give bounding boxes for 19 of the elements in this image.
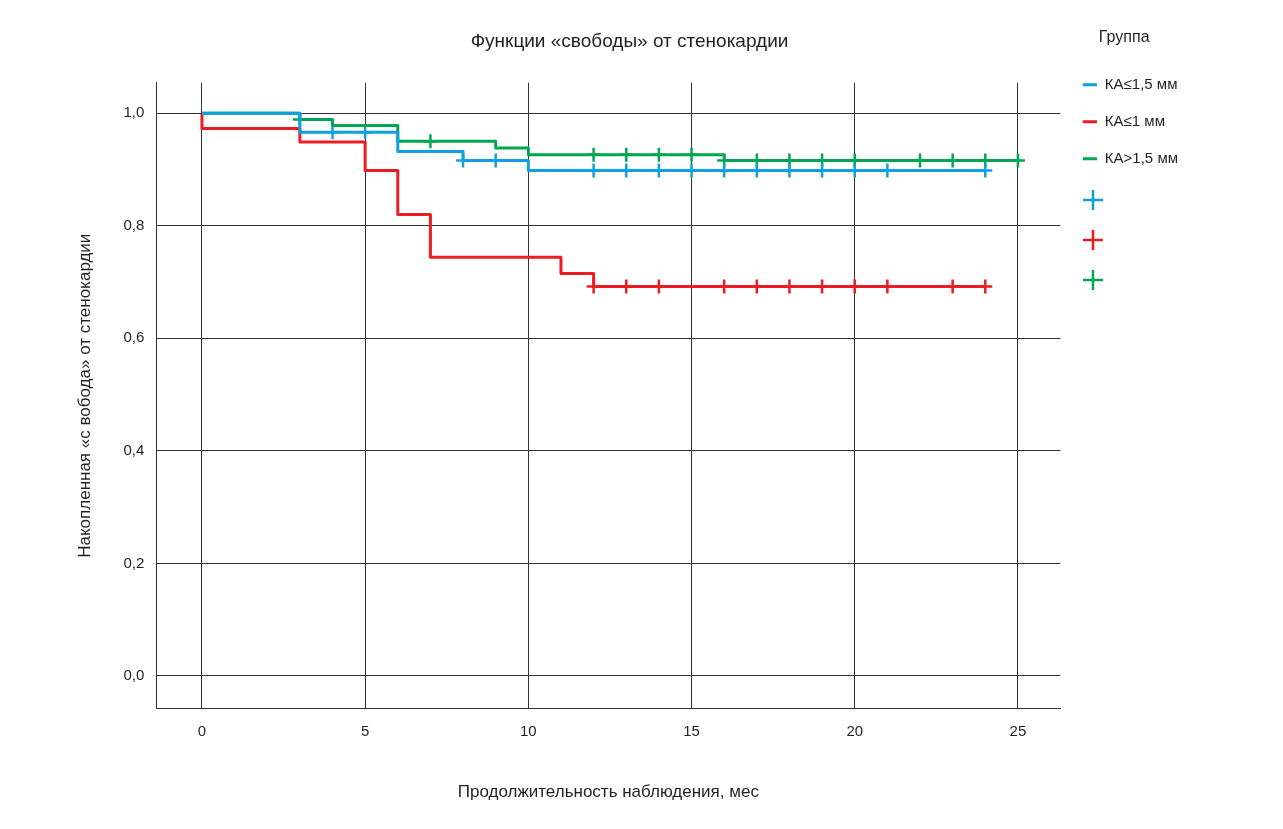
- legend-title: Группа: [1098, 28, 1150, 46]
- x-tick-label: 0: [197, 721, 207, 739]
- y-tick-label: 0,0: [123, 666, 145, 684]
- y-tick-label: 0,8: [123, 215, 145, 233]
- legend-label: КА≤1,5 мм: [1104, 74, 1178, 92]
- y-axis-title: Накопленная «с вобода» от стенокардии: [74, 233, 94, 558]
- legend-label: КА≤1 мм: [1104, 111, 1165, 129]
- x-tick-label: 20: [846, 721, 864, 739]
- x-axis-title: Продолжительность наблюдения, мес: [457, 782, 760, 802]
- legend-label: КА>1,5 мм: [1104, 148, 1179, 166]
- x-tick-label: 10: [519, 721, 537, 739]
- x-tick-label: 15: [683, 721, 700, 739]
- y-tick-label: 0,2: [123, 553, 145, 571]
- x-tick-label: 25: [1009, 721, 1027, 739]
- y-tick-label: 0,4: [123, 440, 145, 458]
- y-tick-label: 1,0: [123, 103, 145, 121]
- y-tick-label: 0,6: [123, 328, 145, 346]
- chart-title: Функции «свободы» от стенокардии: [470, 29, 789, 51]
- x-tick-label: 5: [360, 721, 370, 739]
